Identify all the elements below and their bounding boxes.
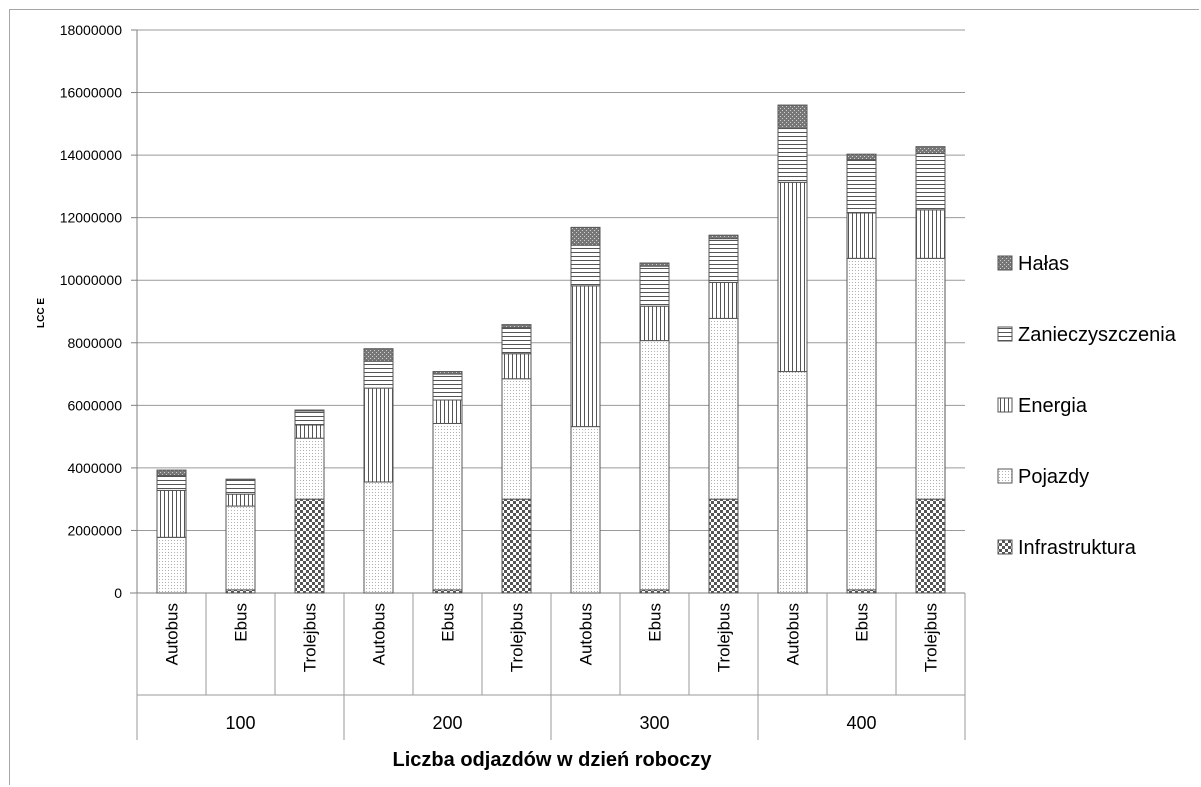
axis-labels: 0 2000000 4000000 6000000 8000000 10000000 120… <box>60 22 941 733</box>
gridlines <box>137 29 965 531</box>
bar-segment-zanieczyszczenia <box>225 479 256 495</box>
y-tick-label: 4000000 <box>67 460 122 476</box>
bar-segment-infrastruktura <box>708 498 739 594</box>
bar-segment-pojazdy <box>363 481 394 594</box>
bar-segment-pojazdy <box>777 371 808 594</box>
bar-segment-energia <box>363 387 394 483</box>
bar-segment-pojazdy <box>294 437 325 500</box>
group-label: 400 <box>846 713 876 733</box>
bar-segment-hałas <box>432 371 463 375</box>
legend-swatch <box>997 255 1013 271</box>
axes <box>130 29 966 740</box>
chart-frame <box>9 9 1199 785</box>
y-tick-label: 12000000 <box>60 210 123 226</box>
bar-segment-infrastruktura <box>915 498 946 594</box>
bar-segment-zanieczyszczenia <box>639 265 670 307</box>
category-label: Autobus <box>784 603 803 665</box>
bar-segment-infrastruktura <box>294 498 325 594</box>
bar-segment-energia <box>915 209 946 259</box>
bar-segment-hałas <box>501 324 532 329</box>
bar-segment-hałas <box>639 262 670 267</box>
bar-segment-energia <box>777 181 808 373</box>
bar-segment-zanieczyszczenia <box>294 410 325 426</box>
y-axis-title: LCC E <box>36 298 47 328</box>
bar-segment-zanieczyszczenia <box>846 159 877 214</box>
bar-segment-energia <box>708 281 739 319</box>
bar-segment-energia <box>639 305 670 342</box>
category-label: Ebus <box>232 603 251 642</box>
bar-segment-pojazdy <box>432 422 463 591</box>
legend-swatch <box>997 326 1013 342</box>
category-label: Trolejbus <box>301 603 320 672</box>
bar-segment-hałas <box>225 478 256 481</box>
category-label: Trolejbus <box>922 603 941 672</box>
group-label: 300 <box>639 713 669 733</box>
legend: Hałas Zanieczyszczenia Energia Pojazdy Infra… <box>997 253 1177 559</box>
y-tick-label: 8000000 <box>67 335 122 351</box>
bar-segment-energia <box>225 493 256 507</box>
bar-segment-hałas <box>708 234 739 240</box>
bar-segment-zanieczyszczenia <box>915 153 946 211</box>
bar-segment-energia <box>501 353 532 380</box>
legend-label: Infrastruktura <box>1018 537 1137 559</box>
x-axis-title: Liczba odjazdów w dzień roboczy <box>393 749 713 771</box>
y-tick-label: 18000000 <box>60 22 123 38</box>
group-label: 100 <box>225 713 255 733</box>
bar-segment-energia <box>432 399 463 424</box>
bar-segment-zanieczyszczenia <box>501 327 532 355</box>
legend-label: Hałas <box>1018 253 1069 275</box>
y-tick-label: 10000000 <box>60 272 123 288</box>
y-tick-label: 2000000 <box>67 522 122 538</box>
category-label: Autobus <box>370 603 389 665</box>
bar-segment-zanieczyszczenia <box>432 373 463 401</box>
bar-segment-energia <box>570 285 601 428</box>
y-tick-label: 6000000 <box>67 397 122 413</box>
category-label: Trolejbus <box>508 603 527 672</box>
bar-segment-energia <box>156 489 187 538</box>
y-tick-label: 0 <box>114 585 122 601</box>
category-label: Trolejbus <box>715 603 734 672</box>
legend-swatch <box>997 539 1013 555</box>
category-label: Autobus <box>577 603 596 665</box>
bar-segment-hałas <box>915 146 946 155</box>
bar-segment-pojazdy <box>708 317 739 500</box>
legend-label: Zanieczyszczenia <box>1018 324 1177 346</box>
bar-segment-energia <box>294 424 325 439</box>
legend-swatch <box>997 468 1013 484</box>
bar-segment-hałas <box>570 226 601 246</box>
category-label: Ebus <box>439 603 458 642</box>
bar-segment-pojazdy <box>846 257 877 591</box>
bar-segment-hałas <box>294 409 325 412</box>
bar-segment-hałas <box>846 153 877 161</box>
bar-segment-energia <box>846 212 877 259</box>
bar-segment-infrastruktura <box>501 498 532 594</box>
category-label: Ebus <box>853 603 872 642</box>
bar-segment-pojazdy <box>225 505 256 591</box>
bar-segment-hałas <box>363 348 394 362</box>
category-label: Autobus <box>163 603 182 665</box>
y-tick-label: 16000000 <box>60 85 123 101</box>
bar-segment-zanieczyszczenia <box>777 128 808 183</box>
group-label: 200 <box>432 713 462 733</box>
legend-swatch <box>997 397 1013 413</box>
bar-segment-pojazdy <box>570 426 601 594</box>
legend-label: Pojazdy <box>1018 466 1089 488</box>
bar-segment-zanieczyszczenia <box>708 238 739 283</box>
bar-segment-pojazdy <box>156 536 187 594</box>
bar-segment-hałas <box>156 469 187 476</box>
bar-segment-hałas <box>777 104 808 130</box>
bar-segment-pojazdy <box>915 257 946 500</box>
bar-segment-zanieczyszczenia <box>363 360 394 389</box>
bar-segment-pojazdy <box>639 340 670 591</box>
bar-segment-zanieczyszczenia <box>156 474 187 491</box>
category-label: Ebus <box>646 603 665 642</box>
y-tick-label: 14000000 <box>60 147 123 163</box>
legend-label: Energia <box>1018 395 1088 417</box>
bar-segment-zanieczyszczenia <box>570 244 601 287</box>
bars <box>156 104 946 594</box>
bar-segment-pojazdy <box>501 378 532 500</box>
